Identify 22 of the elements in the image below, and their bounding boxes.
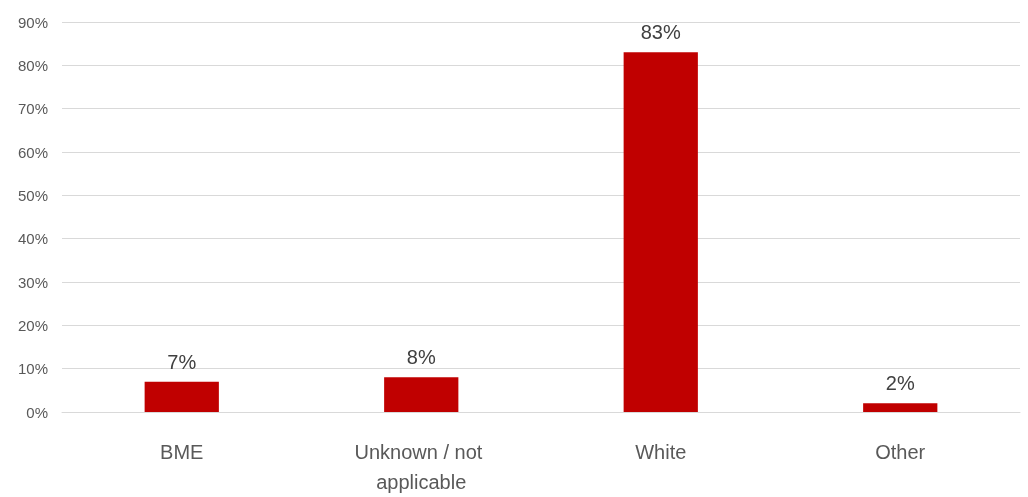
x-tick-label: Unknown / not applicable (354, 441, 488, 493)
x-tick-label: White (635, 441, 687, 463)
bar (863, 403, 938, 412)
x-tick-label: Other (875, 441, 926, 463)
y-tick-label: 80% (17, 56, 48, 74)
data-label: 83% (640, 21, 681, 44)
y-tick-label: 10% (17, 360, 48, 378)
y-tick-label: 90% (17, 13, 48, 31)
y-tick-label: 70% (17, 100, 48, 118)
bar (623, 52, 698, 412)
data-label: 2% (885, 372, 915, 395)
y-tick-label: 30% (17, 273, 48, 291)
x-tick-label: BME (160, 441, 204, 463)
y-tick-label: 50% (17, 186, 48, 204)
y-tick-label: 60% (17, 143, 48, 161)
y-tick-label: 0% (26, 403, 48, 421)
data-label: 7% (167, 350, 197, 373)
bar (144, 381, 219, 412)
data-label: 8% (406, 346, 436, 369)
y-tick-label: 40% (17, 230, 48, 248)
y-tick-label: 20% (17, 316, 48, 334)
bar (384, 377, 459, 412)
